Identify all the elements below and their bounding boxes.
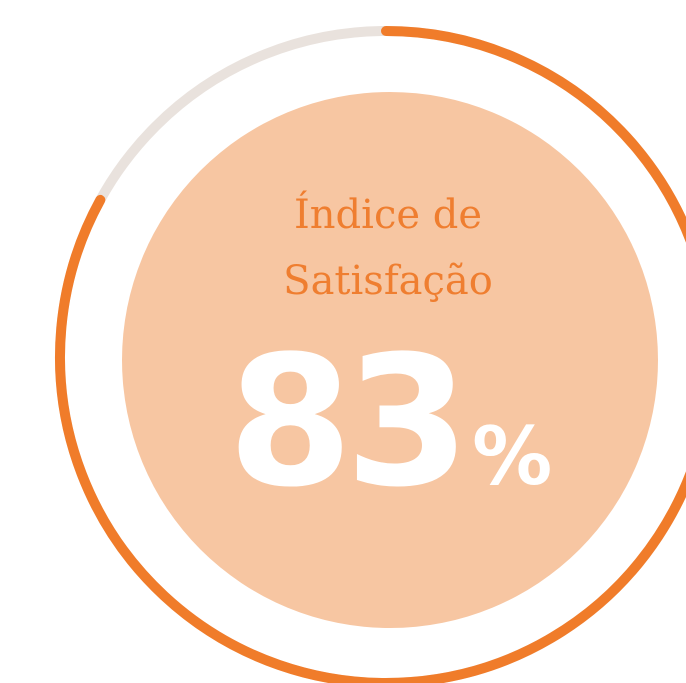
value-display: 83%: [150, 318, 630, 527]
center-disc: [122, 92, 658, 628]
value-label: 83: [227, 318, 470, 527]
gauge-arc: [55, 26, 686, 683]
chart-title: Índice de Satisfação: [283, 192, 493, 304]
value-unit: %: [472, 410, 553, 503]
